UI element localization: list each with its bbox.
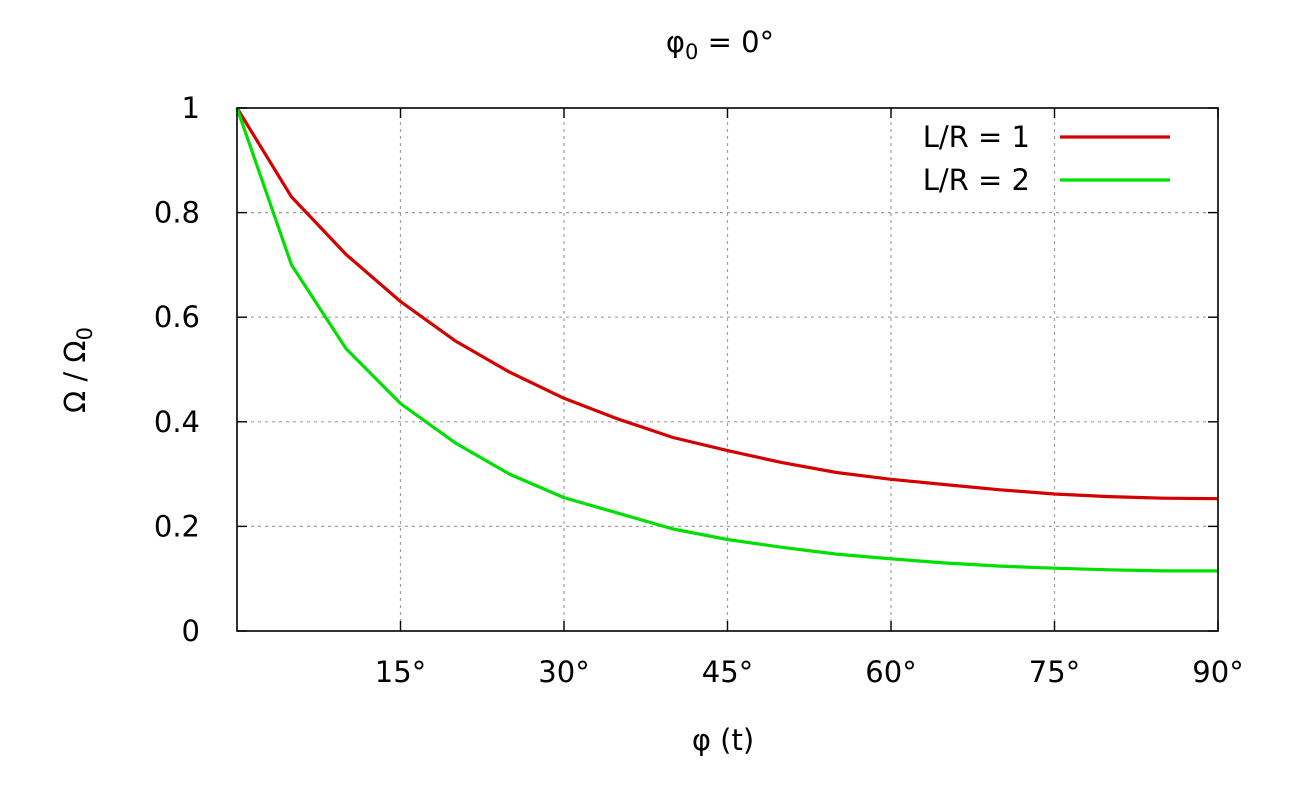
y-axis-label: Ω / Ω0: [58, 327, 97, 413]
grid: [237, 108, 1218, 631]
series-line-1: [235, 107, 1219, 501]
x-tick-label: 60°: [865, 655, 916, 689]
chart-title-sub: 0: [685, 40, 698, 64]
chart-title-rest: = 0°: [698, 25, 774, 59]
x-tick-label: 45°: [702, 655, 753, 689]
y-axis-label-sub: 0: [73, 327, 97, 340]
legend-label-series-2: L/R = 2: [923, 163, 1030, 197]
x-tick-label: 90°: [1192, 655, 1243, 689]
x-tick-label: 30°: [538, 655, 589, 689]
x-tick-label: 15°: [375, 655, 426, 689]
y-tick-label: 0.8: [154, 196, 200, 230]
chart-title-main: φ: [666, 25, 685, 59]
y-axis-label-main: Ω / Ω: [58, 340, 92, 413]
y-tick-label: 0.6: [154, 300, 200, 334]
series-layer: [235, 107, 1219, 573]
y-ticks: 0 0.2 0.4 0.6 0.8 1: [154, 91, 1218, 648]
x-axis-label: φ (t): [692, 723, 754, 757]
y-tick-label: 0.2: [154, 509, 200, 543]
series-line-2: [235, 107, 1218, 573]
x-tick-label: 75°: [1029, 655, 1080, 689]
y-tick-label: 1: [182, 91, 200, 125]
x-ticks: 15° 30° 45° 60° 75° 90°: [375, 108, 1244, 689]
legend-label-series-1: L/R = 1: [923, 120, 1030, 154]
y-tick-label: 0.4: [154, 405, 200, 439]
y-tick-label: 0: [182, 614, 200, 648]
legend: L/R = 1 L/R = 2: [923, 120, 1170, 197]
chart-title: φ0 = 0°: [666, 25, 774, 64]
